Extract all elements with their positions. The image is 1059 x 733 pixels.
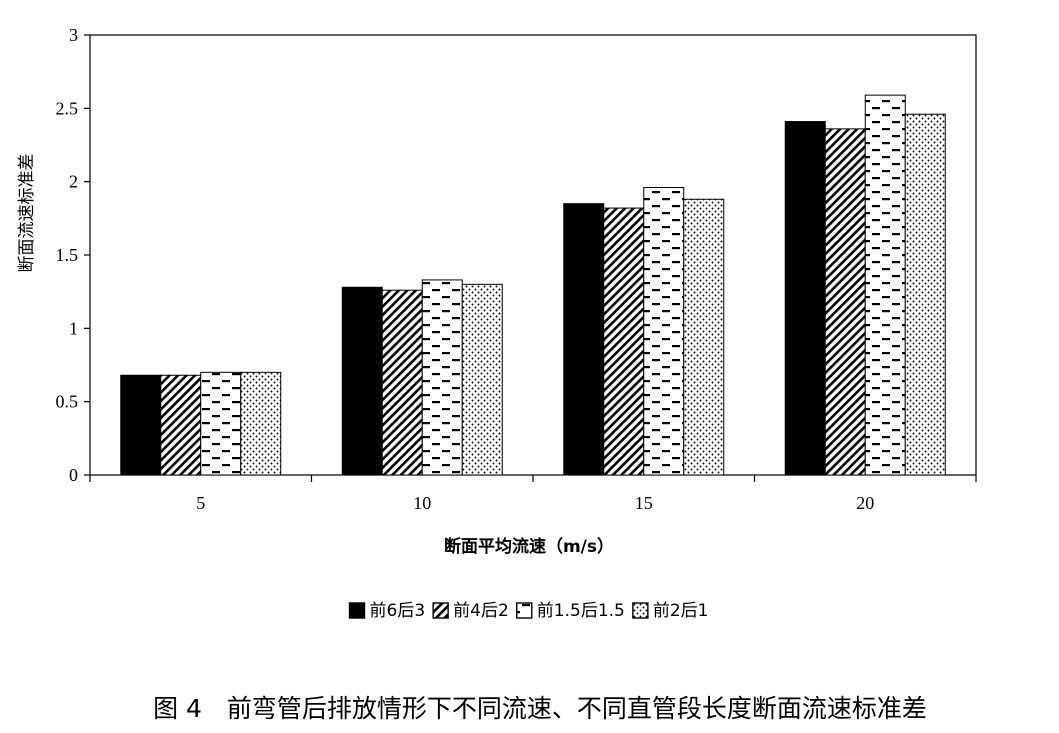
legend-label-3: 前1.5后1.5 [537,601,625,621]
bar-3-cat-10 [421,279,463,476]
legend-swatch-1 [348,602,366,619]
x-axis-title: 断面平均流速（m/s） [444,536,614,557]
bar-4-cat-10 [461,283,503,476]
legend-label-4: 前2后1 [653,601,709,621]
y-axis: 0 0.5 1 1.5 2 2.5 3 [56,25,90,485]
bar-4-cat-5 [240,371,282,476]
legend-label-1: 前6后3 [370,601,426,621]
y-axis-title: 断面流速标准差 [17,154,37,273]
bar-1-cat-15 [563,203,605,476]
figure-caption: 图 4 前弯管后排放情形下不同流速、不同直管段长度断面流速标准差 [153,694,927,723]
bar-2-cat-15 [603,207,645,476]
legend-swatch-2 [432,602,449,619]
y-tick-label: 2 [69,172,78,192]
bar-1-cat-20 [784,121,826,476]
bar-2-cat-10 [381,289,423,476]
y-tick-label: 3 [69,25,78,45]
x-tick-label: 15 [635,493,653,513]
y-tick-label: 0 [69,465,78,485]
legend-swatch-3 [516,602,533,619]
bar-4-cat-15 [683,198,725,476]
bar-2-cat-5 [160,374,202,476]
bar-3-cat-20 [864,94,906,476]
bar-3-cat-15 [643,187,685,476]
y-tick-label: 0.5 [56,392,79,412]
bars-group [120,94,946,476]
bar-4-cat-20 [904,113,946,476]
x-tick-label: 5 [196,493,205,513]
x-axis: 5 10 15 20 [89,475,977,513]
bar-2-cat-20 [824,128,866,476]
legend-swatch-4 [632,602,649,619]
bar-1-cat-10 [341,286,383,476]
y-tick-label: 2.5 [56,98,79,118]
x-tick-label: 20 [856,493,874,513]
y-tick-label: 1 [69,318,78,338]
y-tick-label: 1.5 [56,245,79,265]
legend-label-2: 前4后2 [453,601,509,621]
x-tick-label: 10 [413,493,431,513]
bar-3-cat-5 [200,371,242,476]
bar-1-cat-5 [120,374,162,476]
legend: 前6后3 前4后2 前1.5后1.5 前2后1 [348,601,709,621]
